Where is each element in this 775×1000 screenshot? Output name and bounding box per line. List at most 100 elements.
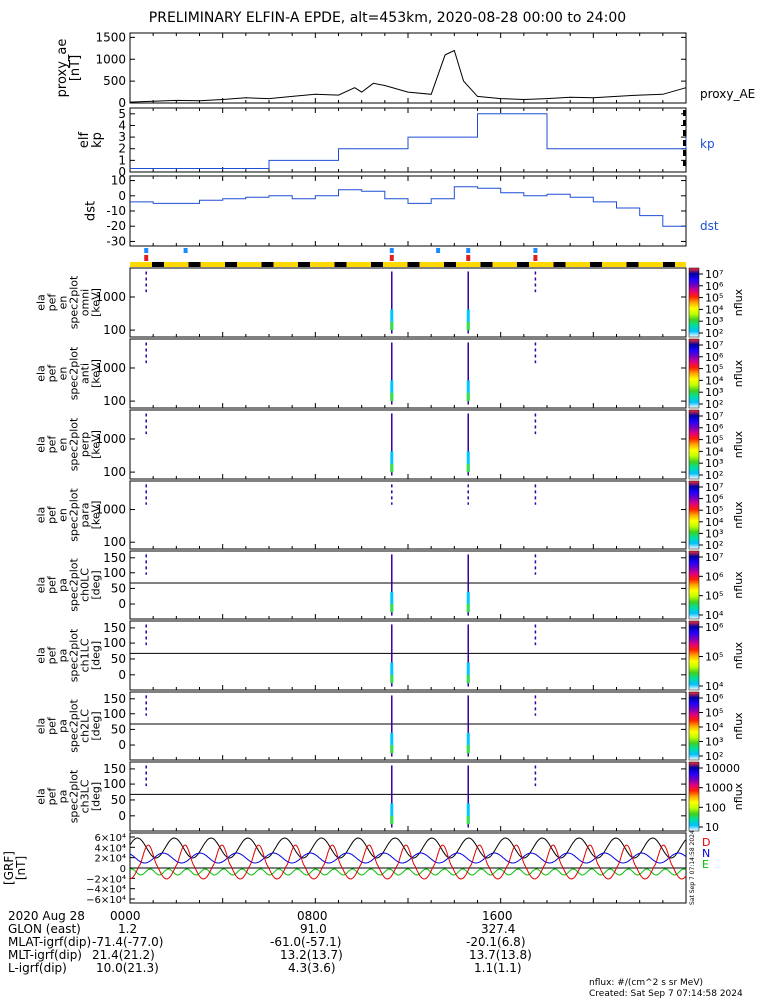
footer-l-v1: 10.0(21.3) (96, 961, 159, 975)
ylabel-line: ch2LC (78, 709, 91, 743)
orbit-stripe-block (152, 262, 164, 267)
ylabel-line: nflux (732, 501, 745, 529)
ylabel-line: spec2plot (67, 628, 80, 682)
panel-frame-en_anti (129, 338, 687, 409)
ylabel-line: pef (45, 787, 58, 806)
y-tick-label: 4×10⁴ (95, 843, 126, 854)
colorbar-tick-label: 10³ (705, 386, 723, 399)
colorbar-tick-label: 10² (705, 750, 723, 763)
footer-l-v2: 4.3(3.6) (288, 961, 336, 975)
footer-date: 2020 Aug 28 (8, 909, 85, 923)
flux-streak-low (466, 321, 470, 331)
ylabel-proxy_ae: proxy_ae[nT] (55, 39, 83, 98)
ylabel-line: [keV] (89, 288, 102, 317)
colorbar-label-pa_ch0: nflux (732, 571, 745, 599)
ylabel-line: para (78, 503, 91, 528)
flux-streak-low (466, 591, 470, 613)
grf-legend-E: E (702, 858, 709, 871)
colorbar-tick-label: 10⁵ (705, 651, 723, 664)
flux-streak-low (390, 591, 394, 613)
colorbar-tick-label: 10000 (705, 762, 740, 775)
colorbar-label-en_anti: nflux (732, 359, 745, 387)
orbit-stripe-block (663, 262, 675, 267)
colorbar-pa_ch3 (688, 761, 700, 832)
y-tick-label: 150 (103, 692, 126, 706)
y-tick-label: 150 (103, 551, 126, 565)
orbit-stripe-block (334, 262, 347, 267)
ylabel-line: perp (78, 432, 91, 457)
panel-frame-pa_ch0 (129, 550, 687, 620)
science-zone-mark (466, 255, 471, 261)
flux-streak-low (390, 803, 394, 825)
colorbar-tick-label: 10³ (705, 315, 723, 328)
flux-streak-low (390, 380, 394, 402)
panel-frame-dst (129, 175, 687, 247)
ylabel-line: nflux (732, 430, 745, 458)
ylabel-dst: dst (84, 201, 99, 221)
ylabel-line: pa (56, 649, 69, 663)
y-tick-label: -30 (106, 234, 126, 248)
colorbar-tick-label: 100 (705, 801, 726, 814)
ylabel-line: spec2plot (67, 488, 80, 542)
colorbar-tick-label: 10⁶ (705, 570, 724, 583)
colorbar-tick-label: 10⁵ (705, 363, 723, 376)
y-tick-label: 150 (103, 762, 126, 776)
colorbar-tick-label: 10⁵ (705, 292, 723, 305)
y-tick-label: 50 (111, 793, 126, 807)
science-zone-mark (533, 248, 538, 253)
colorbar-pa_ch1 (688, 620, 700, 691)
colorbar-tick-label: 10⁶ (705, 422, 724, 435)
kp-edge-mark (683, 140, 686, 146)
y-tick-label: 100 (103, 535, 126, 549)
ylabel-line: [keV] (89, 359, 102, 388)
ylabel-line: pef (45, 575, 58, 594)
science-zone-mark (144, 248, 149, 253)
grf-series-black (129, 837, 687, 859)
footer-mlt-v1: 21.4(21.2) (92, 948, 155, 962)
ylabel-line: nflux (732, 641, 745, 669)
series-line-proxy_ae (129, 49, 687, 103)
y-tick-label: 2 (118, 142, 126, 156)
ylabel-line: pa (56, 578, 69, 592)
y-tick-label: 0 (118, 189, 126, 203)
colorbar-tick-label: 10⁵ (705, 504, 723, 517)
panel-frame-en_perp (129, 409, 687, 480)
ylabel-line: ela (34, 788, 47, 805)
orbit-stripe-block (444, 262, 456, 267)
ylabel-line: [deg] (89, 782, 102, 811)
colorbar-tick-label: 1000 (705, 782, 733, 795)
ylabel-line: ch1LC (78, 638, 91, 672)
ylabel-line: ela (34, 577, 47, 594)
ylabel-line: proxy_ae (55, 39, 70, 98)
y-tick-label: 2×10⁴ (95, 854, 126, 865)
ylabel-line: en (56, 508, 69, 522)
ylabel-line: nflux (732, 712, 745, 740)
science-zone-mark (466, 248, 471, 253)
ylabel-line: [deg] (89, 641, 102, 670)
ylabel-line: dst (84, 201, 99, 221)
y-tick-label: 0 (118, 96, 126, 110)
legend-kp: kp (700, 137, 715, 151)
footer-glon-v3: 327.4 (481, 922, 516, 936)
y-tick-label: 0 (120, 864, 126, 875)
colorbar-tick-label: 10⁷ (705, 410, 723, 423)
grf-series-E (129, 868, 687, 876)
science-zone-mark (389, 248, 394, 253)
orbit-stripe-block (371, 262, 383, 267)
y-tick-label: 1000 (95, 432, 126, 446)
ylabel-line: ela (34, 436, 47, 453)
y-tick-label: 100 (103, 566, 126, 580)
footer-mlt-label: MLT-igrf(dip) (8, 948, 82, 962)
ylabel-line: ela (34, 647, 47, 664)
colorbar-tick-label: 10⁴ (705, 445, 724, 458)
y-tick-label: -10 (106, 204, 126, 218)
science-zone-mark (144, 255, 149, 261)
flux-streak-low (466, 392, 470, 402)
footer-mlat-v1: -71.4(-77.0) (92, 935, 164, 949)
ylabel-line: pef (45, 716, 58, 735)
orbit-stripe-block (188, 262, 201, 267)
y-tick-label: 4 (118, 118, 126, 132)
flux-streak-low (466, 451, 470, 473)
